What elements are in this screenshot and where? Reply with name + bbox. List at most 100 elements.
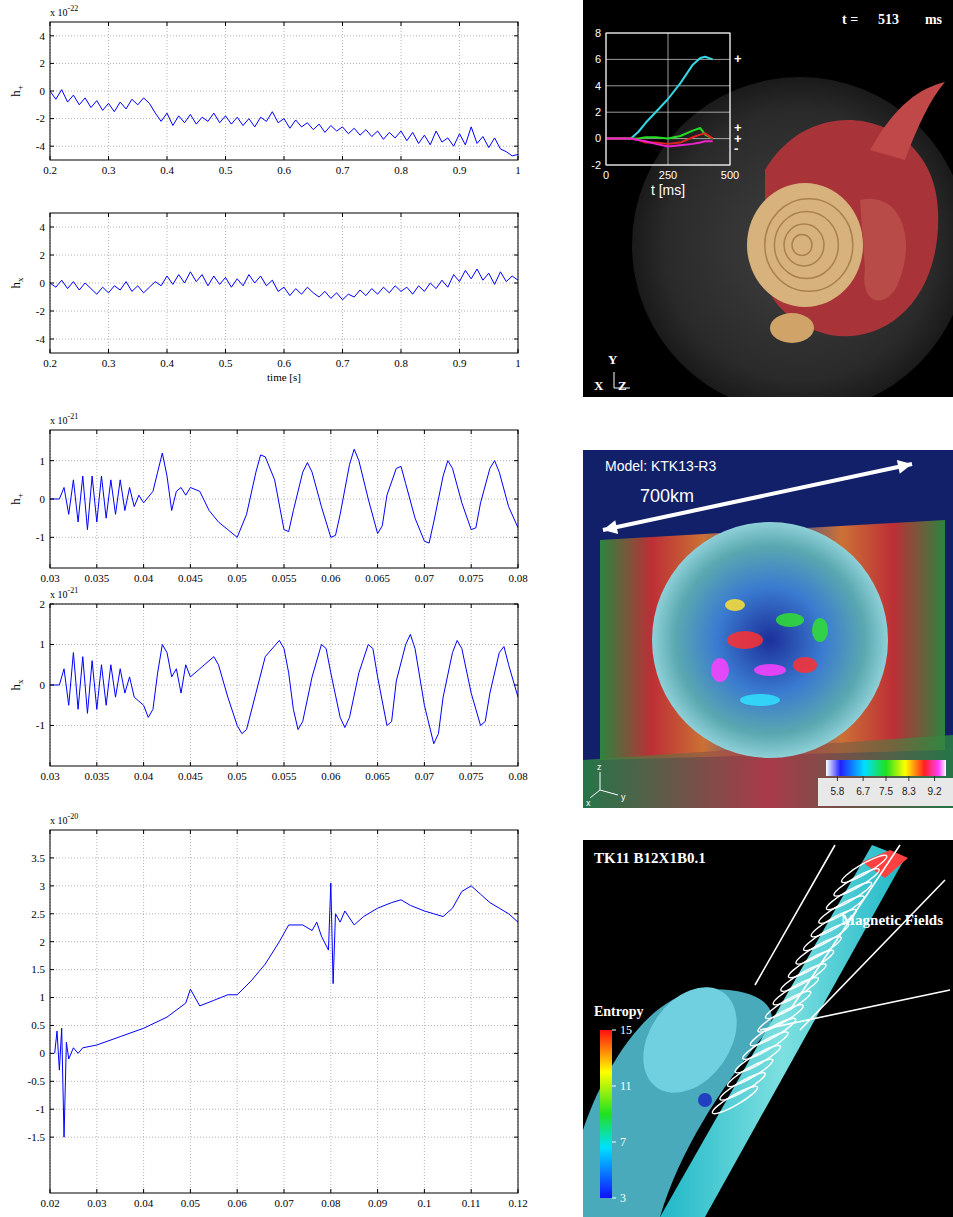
tick-mark [514,499,518,500]
tick-mark [377,564,378,568]
tick-mark [50,63,54,64]
turbulent-cell [812,618,828,642]
grid-line [424,604,425,766]
colorbar-label: 5.8 [830,786,844,797]
grid-line [50,685,518,686]
tick-mark [50,1025,54,1026]
waveform-line [606,139,713,147]
y-tick-label: 1 [40,991,46,1003]
x-tick-label: 0.2 [43,357,57,369]
shock-sphere [632,77,953,397]
tick-mark [424,762,425,766]
tick-mark [401,213,402,217]
tick-mark [50,857,54,858]
tick-mark [237,604,238,608]
tick-mark [50,913,54,914]
tick-mark [514,644,518,645]
tick-mark [284,156,285,160]
x-tick-label: 0.07 [415,572,435,584]
tick-mark [50,213,51,217]
y-tick-label: -1 [36,719,45,731]
y-tick-label: -1.5 [28,1131,46,1143]
tick-mark [518,1189,519,1193]
axis-exponent: x 10-21 [50,586,78,600]
time-prefix: t = [842,12,858,27]
colorbar-label-ground [818,778,953,806]
slice-wall [600,520,945,760]
y-title-sub: + [15,85,25,90]
tick-mark [514,997,518,998]
figure: 0.20.30.40.50.60.70.80.91-4-2024x 10-22h… [0,0,953,1217]
tick-mark [514,885,518,886]
grid-line [190,604,191,766]
tick-mark [50,644,54,645]
y-tick-label: 2 [40,936,46,948]
plot-frame [50,830,518,1193]
tick-mark [514,91,518,92]
grid-line [190,430,191,568]
x-tick-label: 0.3 [102,164,116,176]
ejecta-core [747,183,863,307]
grid-line [284,830,285,1193]
x-tick-label: 0.5 [219,164,233,176]
simulation-image-a: YXZt =513ms [583,0,953,397]
colorbar-tick [934,776,935,781]
tick-mark [514,35,518,36]
tick-mark [96,1189,97,1193]
tick-mark [514,118,518,119]
tick-mark [96,430,97,434]
tick-mark [330,564,331,568]
tick-mark [50,537,54,538]
tick-mark [471,762,472,766]
tick-mark [284,762,285,766]
ejecta-plume [870,82,945,160]
time-unit: ms [925,12,943,27]
tick-mark [514,685,518,686]
grid-line [143,830,144,1193]
ejecta-swirl [774,211,838,278]
grid-line [342,22,343,160]
x-tick-label: 0.2 [43,164,57,176]
waveform-line [606,128,713,139]
tick-mark [167,213,168,217]
grid-line [50,725,518,726]
y-tick-label: 2 [595,106,601,118]
field-coil [839,851,889,886]
waveform-line [50,449,518,543]
tick-mark [471,830,472,834]
tick-mark [50,830,51,834]
tick-mark [401,22,402,26]
x-tick-label: 0.12 [508,1197,527,1209]
waveform-line [606,57,713,139]
tick-mark [471,604,472,608]
plot-frame [50,213,518,353]
tick-mark [50,1109,54,1110]
tick-mark [190,830,191,834]
grid-line [50,857,518,858]
plot-lines [50,634,518,743]
tick-mark [50,22,51,26]
model-title: TK11 B12X1B0.1 [594,850,706,866]
tick-mark [330,830,331,834]
x-tick-label: 0.065 [365,572,390,584]
grid-line [108,213,109,353]
axis-triad [600,790,618,795]
tick-mark [190,430,191,434]
tick-mark [284,213,285,217]
plot-lines [55,883,518,1137]
chart-panel: 0.020.030.040.050.060.070.080.090.10.110… [28,812,528,1209]
x-tick-label: 0.11 [462,1197,481,1209]
tick-mark [518,156,519,160]
grid-line [50,997,518,998]
tick-mark [96,564,97,568]
exponent-power: -20 [68,812,79,821]
colorbar-label: 8.3 [902,786,916,797]
exponent-base: x 10 [50,815,68,826]
grid-line [50,1053,518,1054]
tick-mark [518,762,519,766]
x-tick-label: 0.04 [134,572,154,584]
x-tick-label: 0.1 [418,1197,432,1209]
axis-letter: Z [618,378,627,393]
x-tick-label: 0.075 [459,770,484,782]
tick-mark [471,1189,472,1193]
